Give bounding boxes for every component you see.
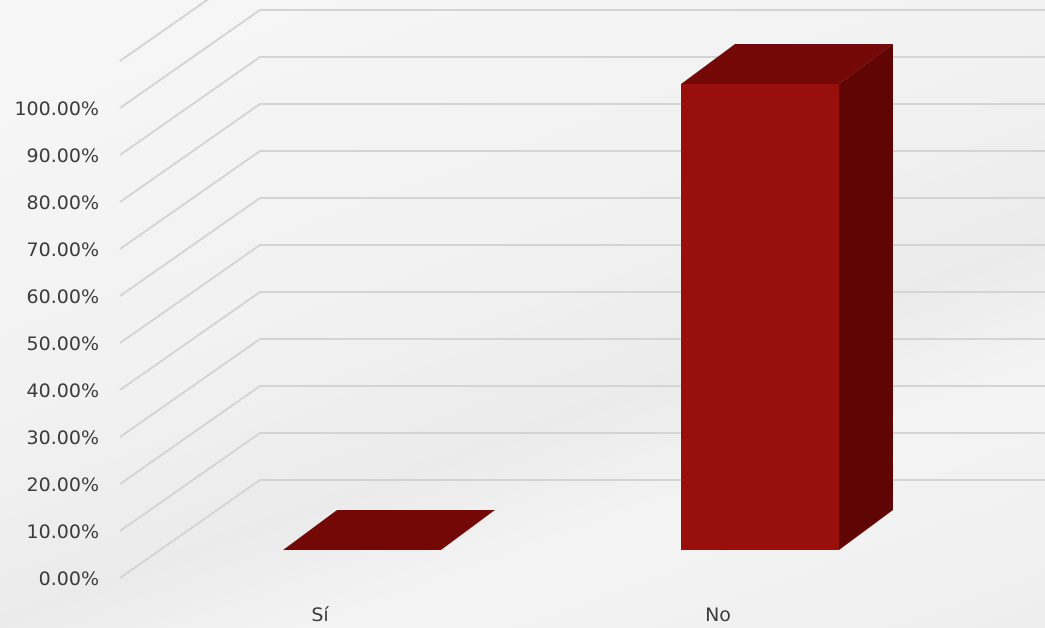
- x-category-label: Sí: [311, 604, 329, 626]
- y-axis-ticks: 0.00% 10.00% 20.00% 30.00% 40.00% 50.00% 60.00…: [14, 98, 99, 590]
- bars: [283, 44, 893, 550]
- y-tick-label: 90.00%: [27, 145, 99, 167]
- bar-top-face: [283, 510, 495, 550]
- gridlines: [119, 0, 1045, 579]
- y-tick-label: 20.00%: [27, 474, 99, 496]
- y-tick-label: 60.00%: [27, 286, 99, 308]
- bar-front-face: [681, 84, 839, 550]
- x-axis-labels: Sí No: [311, 604, 731, 626]
- y-tick-label: 10.00%: [27, 521, 99, 543]
- y-tick-label: 50.00%: [27, 333, 99, 355]
- gridline: [119, 9, 1045, 109]
- bar: [283, 510, 495, 550]
- bar: [681, 44, 893, 550]
- bar-top-face: [681, 44, 893, 84]
- gridline: [119, 479, 1045, 579]
- y-tick-label: 40.00%: [27, 380, 99, 402]
- y-tick-label: 70.00%: [27, 239, 99, 261]
- gridline: [119, 0, 209, 62]
- y-tick-label: 30.00%: [27, 427, 99, 449]
- y-tick-label: 0.00%: [39, 568, 99, 590]
- y-tick-label: 80.00%: [27, 192, 99, 214]
- x-category-label: No: [705, 604, 731, 626]
- y-tick-label: 100.00%: [14, 98, 99, 120]
- bar-side-face: [839, 44, 893, 550]
